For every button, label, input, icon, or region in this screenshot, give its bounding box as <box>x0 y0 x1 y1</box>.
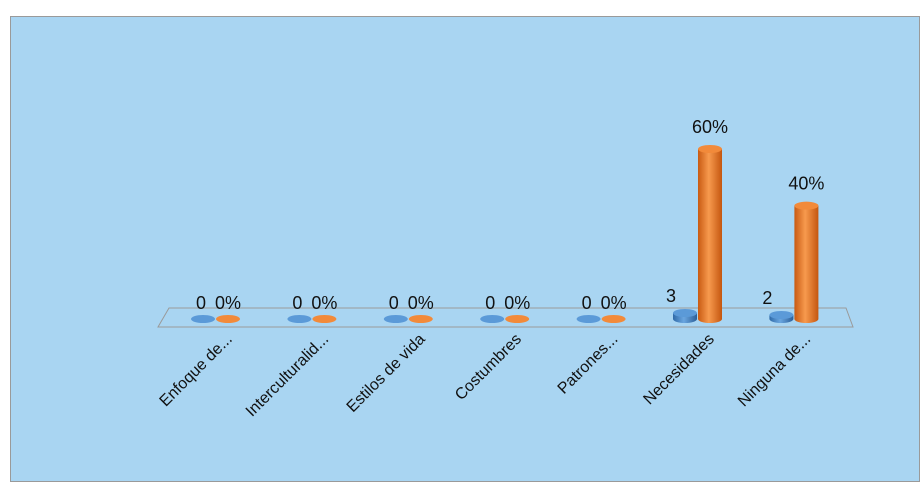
chart-frame: 0 0% 0 0% 0 0% 0 0% 0 0% 3 60% 2 40% Enfoque de... Int… <box>10 16 920 482</box>
data-labels-layer: 0 0% 0 0% 0 0% 0 0% 0 0% 3 60% 2 40% <box>196 117 824 313</box>
bars-layer <box>191 145 819 323</box>
bar-percent-4 <box>601 315 626 323</box>
bar-percent-3 <box>505 315 530 323</box>
data-label-percent-6: 40% <box>788 174 824 194</box>
bar-percent-0 <box>216 315 240 323</box>
data-label-count-2: 0 <box>389 293 399 313</box>
data-label-count-6: 2 <box>762 288 772 308</box>
data-label-percent-3: 0% <box>504 293 530 313</box>
bar-count-2 <box>383 315 408 323</box>
data-label-count-0: 0 <box>196 293 206 313</box>
chart-background <box>10 16 920 482</box>
bar-count-3 <box>480 315 505 323</box>
bar-percent-5 <box>698 145 722 323</box>
bar-percent-6 <box>794 201 819 323</box>
bar-percent-1 <box>312 315 337 323</box>
bar-percent-2 <box>408 315 433 323</box>
data-label-count-5: 3 <box>666 286 676 306</box>
data-label-percent-0: 0% <box>215 293 241 313</box>
data-label-percent-5: 60% <box>692 117 728 137</box>
data-label-count-4: 0 <box>582 293 592 313</box>
bar-count-6 <box>769 311 794 323</box>
data-label-count-3: 0 <box>485 293 495 313</box>
bar-count-4 <box>576 315 601 323</box>
bar-count-1 <box>287 315 312 323</box>
bar-count-0 <box>191 315 215 323</box>
bar-chart-3d: 0 0% 0 0% 0 0% 0 0% 0 0% 360%240% Enfoque de... Int… <box>10 16 920 482</box>
data-label-percent-2: 0% <box>408 293 434 313</box>
data-label-count-1: 0 <box>292 293 302 313</box>
data-label-percent-4: 0% <box>601 293 627 313</box>
data-label-percent-1: 0% <box>311 293 337 313</box>
bar-count-5 <box>673 309 697 323</box>
